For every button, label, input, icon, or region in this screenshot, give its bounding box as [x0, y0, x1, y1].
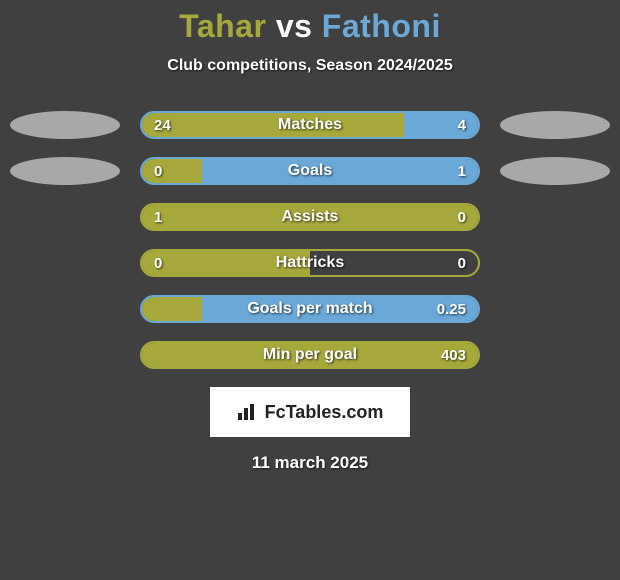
branding-badge: FcTables.com	[210, 387, 410, 437]
comparison-infographic: Tahar vs Fathoni Club competitions, Seas…	[0, 0, 620, 473]
shadow-ellipse-right	[500, 111, 610, 139]
shadow-ellipse-right	[500, 157, 610, 185]
stats-area: 24Matches40Goals11Assists00Hattricks0Goa…	[0, 111, 620, 369]
stat-row: Goals per match0.25	[0, 295, 620, 323]
stat-row: 0Hattricks0	[0, 249, 620, 277]
stat-bar: 0Hattricks0	[140, 249, 480, 277]
stat-bar: 24Matches4	[140, 111, 480, 139]
stat-bar: 1Assists0	[140, 203, 480, 231]
stat-row: 1Assists0	[0, 203, 620, 231]
stat-label: Goals per match	[142, 297, 478, 321]
stat-row: Min per goal403	[0, 341, 620, 369]
value-right: 0	[458, 205, 466, 229]
date-label: 11 march 2025	[0, 453, 620, 473]
value-right: 4	[458, 113, 466, 137]
stat-bar: Min per goal403	[140, 341, 480, 369]
vs-label: vs	[276, 8, 313, 44]
stat-label: Matches	[142, 113, 478, 137]
shadow-ellipse-left	[10, 111, 120, 139]
stat-label: Hattricks	[142, 251, 478, 275]
shadow-ellipse-left	[10, 157, 120, 185]
stat-label: Min per goal	[142, 343, 478, 367]
stat-bar: 0Goals1	[140, 157, 480, 185]
value-right: 0	[458, 251, 466, 275]
value-right: 1	[458, 159, 466, 183]
bar-chart-icon	[237, 403, 259, 421]
page-title: Tahar vs Fathoni	[0, 8, 620, 45]
stat-label: Assists	[142, 205, 478, 229]
stat-row: 24Matches4	[0, 111, 620, 139]
stat-bar: Goals per match0.25	[140, 295, 480, 323]
value-right: 403	[441, 343, 466, 367]
value-right: 0.25	[437, 297, 466, 321]
stat-label: Goals	[142, 159, 478, 183]
player-left-name: Tahar	[179, 8, 266, 44]
branding-text: FcTables.com	[265, 402, 384, 423]
subtitle: Club competitions, Season 2024/2025	[0, 57, 620, 75]
player-right-name: Fathoni	[322, 8, 441, 44]
stat-row: 0Goals1	[0, 157, 620, 185]
